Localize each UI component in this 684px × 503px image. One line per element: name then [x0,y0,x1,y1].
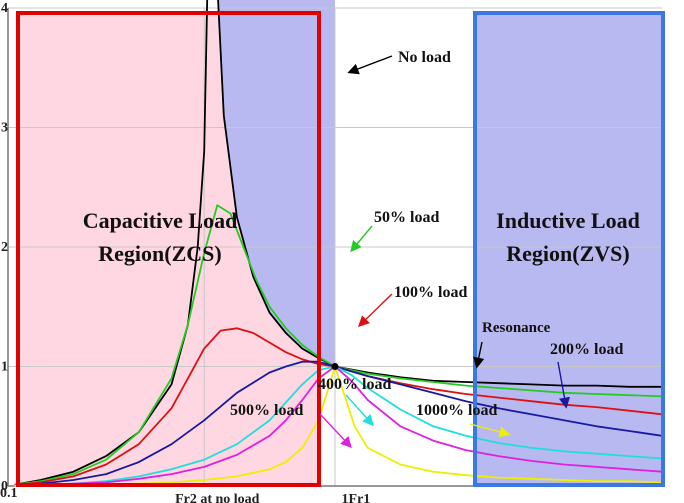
series-line-5 [14,365,663,486]
inductive-region-subtitle: Region(ZVS) [506,241,629,266]
y-tick-label-2: 2 [1,240,8,255]
x-tick-label-1: Fr2 at no load [175,492,260,503]
annotation-arrow-7 [473,341,485,369]
annotation-arrow-3 [557,361,571,409]
series-line-4 [14,365,663,486]
annotation-arrow-1 [350,225,373,253]
capacitive-region-title: Capacitive Load [83,208,238,233]
series-line-2 [14,327,663,486]
annotation-arrow-2 [357,293,393,327]
no-load-label: No load [398,49,451,66]
annotation-arrows [319,55,571,449]
load-200-label: 200% load [550,341,623,358]
resonance-point [331,363,339,370]
inductive-region-border [473,11,665,487]
load-100-label: 100% load [394,284,467,301]
capacitive-region-subtitle: Region(ZCS) [98,241,221,266]
axes: 0 1 2 3 4 0.1 Fr2 at no load 1Fr1 [0,1,662,503]
load-50-label: 50% load [374,209,439,226]
annotation-arrow-4 [345,394,374,427]
y-tick-label-1: 1 [1,360,8,375]
inductive-region-title: Inductive Load [496,208,640,233]
annotation-arrow-5 [319,413,352,449]
inductive-shaded-area [218,0,335,367]
y-tick-label-0: 0 [1,479,8,494]
x-tick-label-0: 0.1 [0,486,18,501]
text-labels: Capacitive Load Region(ZCS) Inductive Lo… [83,49,640,419]
load-1000-label: 1000% load [416,402,497,419]
series-line-0 [14,0,662,486]
y-tick-label-3: 3 [1,121,8,136]
series-line-1 [14,204,663,486]
annotation-arrow-6 [469,423,511,438]
load-400-label: 400% load [318,376,391,393]
y-tick-label-4: 4 [1,1,8,16]
annotation-arrow-0 [347,55,393,75]
load-500-label: 500% load [230,402,303,419]
capacitive-region-border [16,11,321,487]
x-tick-label-2: 1Fr1 [342,492,371,503]
resonance-label: Resonance [482,320,551,336]
